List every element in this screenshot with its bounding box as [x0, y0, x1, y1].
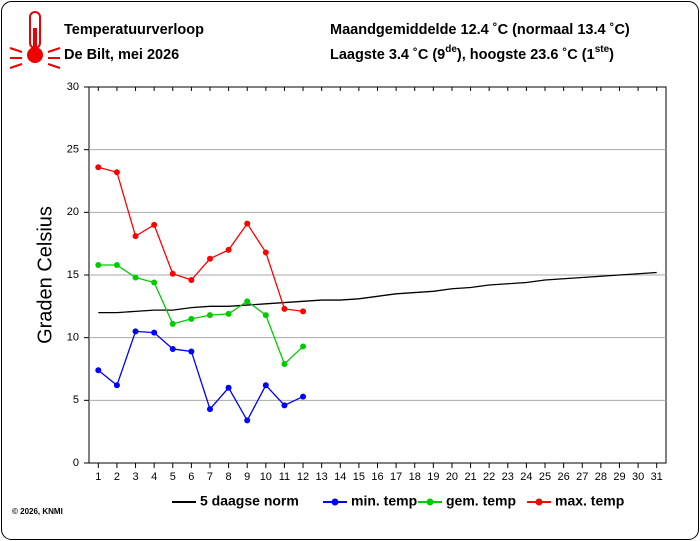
- x-tick-label: 26: [558, 471, 570, 483]
- data-point: [169, 320, 176, 327]
- legend-label: gem. temp: [446, 493, 516, 509]
- x-tick-label: 17: [390, 471, 402, 483]
- x-tick-label: 1: [95, 471, 101, 483]
- y-axis-label: Graden Celsius: [34, 206, 56, 344]
- y-tick-label: 0: [73, 457, 79, 469]
- data-point: [113, 261, 120, 268]
- x-tick-label: 8: [226, 471, 232, 483]
- x-tick-label: 13: [316, 471, 328, 483]
- header-mean: Maandgemiddelde 12.4 ˚C (normaal 13.4 ˚C…: [330, 22, 630, 38]
- data-point: [262, 382, 269, 389]
- x-tick-label: 22: [483, 471, 495, 483]
- data-point: [300, 393, 307, 400]
- data-point: [95, 367, 102, 374]
- x-tick-label: 14: [334, 471, 346, 483]
- data-point: [151, 221, 158, 228]
- data-point: [244, 220, 251, 227]
- x-tick-label: 9: [244, 471, 250, 483]
- x-tick-label: 20: [446, 471, 458, 483]
- x-tick-label: 11: [279, 471, 290, 483]
- y-tick-label: 15: [67, 269, 79, 281]
- data-point: [262, 249, 269, 256]
- legend-label: 5 daagse norm: [200, 493, 299, 509]
- data-point: [188, 315, 195, 322]
- header-extremes: Laagste 3.4 ˚C (9de), hoogste 23.6 ˚C (1…: [330, 44, 614, 63]
- x-tick-label: 2: [114, 471, 120, 483]
- x-tick-label: 21: [464, 471, 476, 483]
- x-tick-label: 16: [371, 471, 383, 483]
- x-tick-label: 5: [170, 471, 176, 483]
- y-tick-label: 5: [73, 394, 79, 406]
- legend-label: max. temp: [555, 493, 624, 509]
- data-point: [151, 329, 158, 336]
- footer: © 2026, KNMI: [12, 507, 63, 516]
- x-tick-label: 24: [520, 471, 532, 483]
- data-point: [132, 233, 139, 240]
- data-point: [95, 261, 102, 268]
- data-point: [132, 274, 139, 281]
- series-line: [98, 271, 657, 314]
- legend-marker: [535, 498, 543, 506]
- x-tick-label: 31: [651, 471, 663, 483]
- y-tick-label: 20: [67, 206, 79, 218]
- x-tick-label: 30: [632, 471, 644, 483]
- data-point: [281, 402, 288, 409]
- data-point: [225, 246, 232, 253]
- data-point: [244, 298, 251, 305]
- legend-marker: [426, 498, 434, 506]
- superscript: de: [445, 44, 457, 55]
- data-point: [188, 348, 195, 355]
- title: Temperatuurverloop: [64, 22, 204, 38]
- data-point: [206, 406, 213, 413]
- x-tick-label: 12: [297, 471, 309, 483]
- y-tick-label: 30: [67, 81, 79, 93]
- data-point: [281, 360, 288, 367]
- x-tick-label: 25: [539, 471, 551, 483]
- header-part: ), hoogste 23.6 ˚C (1: [457, 47, 595, 63]
- header-part: Laagste 3.4 ˚C (9: [330, 47, 445, 63]
- series-line: [98, 264, 304, 366]
- x-tick-label: 6: [188, 471, 194, 483]
- data-point: [169, 270, 176, 277]
- legend-marker: [331, 498, 339, 506]
- series-line: [97, 330, 304, 422]
- data-point: [188, 277, 195, 284]
- x-tick-label: 10: [260, 471, 272, 483]
- y-tick-label: 25: [67, 144, 79, 156]
- data-point: [113, 169, 120, 176]
- data-point: [281, 305, 288, 312]
- x-tick-label: 4: [151, 471, 157, 483]
- x-tick-label: 15: [353, 471, 365, 483]
- data-point: [225, 310, 232, 317]
- header-part: ): [609, 47, 614, 63]
- legend-label: min. temp: [351, 493, 417, 509]
- thermometer-icon: [9, 11, 61, 69]
- y-tick-label: 10: [67, 332, 79, 344]
- data-point: [225, 384, 232, 391]
- x-tick-label: 29: [613, 471, 625, 483]
- data-point: [132, 328, 139, 335]
- data-point: [113, 382, 120, 389]
- data-point: [151, 279, 158, 286]
- data-point: [300, 343, 307, 350]
- series-line: [98, 166, 304, 312]
- data-point: [206, 255, 213, 262]
- data-point: [206, 312, 213, 319]
- x-tick-label: 3: [132, 471, 138, 483]
- x-tick-label: 19: [427, 471, 439, 483]
- x-tick-label: 28: [595, 471, 607, 483]
- data-point: [300, 308, 307, 315]
- superscript: ste: [595, 44, 610, 55]
- data-point: [95, 164, 102, 171]
- x-tick-label: 23: [502, 471, 514, 483]
- x-tick-label: 27: [576, 471, 588, 483]
- x-tick-label: 7: [207, 471, 213, 483]
- data-point: [169, 345, 176, 352]
- data-point: [244, 417, 251, 424]
- x-tick-label: 18: [409, 471, 421, 483]
- data-point: [262, 312, 269, 319]
- subtitle: De Bilt, mei 2026: [64, 47, 179, 63]
